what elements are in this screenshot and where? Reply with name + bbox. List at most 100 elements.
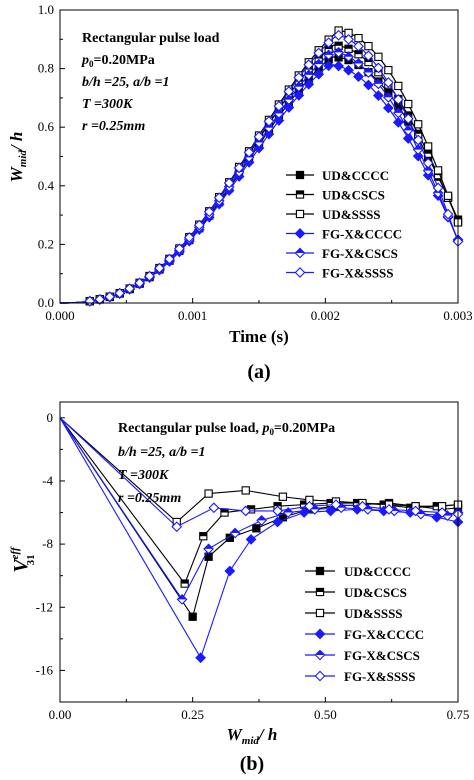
annotation-a-pressure: p0=0.20MPa [81, 53, 155, 69]
a-series-point [374, 52, 383, 61]
a-series-point [364, 41, 373, 51]
b-legend-label: FG-X&SSSS [344, 669, 416, 684]
a-series-point [442, 208, 454, 220]
a-series-point [404, 99, 413, 109]
a-series-point [323, 49, 335, 61]
a-series-point [412, 134, 424, 146]
annotation-b-temperature: T =300K [118, 468, 170, 483]
annotation-a-ratio: b/h =25, a/b =1 [82, 75, 170, 90]
b-xtick-label: 0.00 [49, 707, 72, 722]
b-legend-label: FG-X&CCCC [344, 627, 424, 642]
b-legend-marker-fill [316, 588, 324, 592]
b-series-point [383, 503, 395, 515]
b-series-point-fill [177, 594, 187, 600]
b-legend-marker [315, 608, 325, 618]
annotation-b-load: Rectangular pulse load, p0=0.20MPa [118, 421, 335, 437]
a-series-point-fill [403, 125, 413, 131]
a-series-point [293, 72, 305, 83]
a-legend-marker-fill [295, 248, 305, 253]
a-series-point-fill [343, 52, 354, 57]
a-legend-marker [295, 170, 305, 180]
b-legend-marker [314, 628, 326, 640]
b-series-point-fill [230, 528, 240, 534]
b-series-line [59, 417, 459, 523]
b-series-point [304, 500, 315, 512]
b-series-point-fill [181, 579, 189, 584]
a-series-point [233, 162, 245, 174]
annotation-b-ratio: b/h =25, a/b =1 [118, 445, 206, 460]
a-series-point [414, 120, 423, 129]
a-series-point [323, 60, 335, 72]
b-legend-marker [315, 566, 325, 576]
b-series-point-fill [257, 515, 267, 521]
a-series-point-fill [353, 58, 364, 64]
chart-a-ylabel: Wmid/ h [7, 132, 29, 183]
a-legend-label: FG-X&CSCS [322, 246, 398, 261]
a-legend-label: FG-X&CCCC [322, 227, 402, 242]
a-series-point [144, 270, 155, 282]
b-series-point [188, 612, 197, 621]
a-series-point [114, 287, 126, 299]
a-series-point [124, 283, 136, 294]
a-series-point [323, 37, 335, 48]
a-series-point [293, 89, 305, 101]
a-series-point [333, 29, 344, 41]
a-series-point-fill [344, 45, 353, 49]
chart-b-xlabel: Wmid/ h [227, 725, 278, 747]
a-series-point [363, 50, 374, 62]
a-legend-label: UD&CSCS [322, 188, 385, 203]
a-ytick-label: 0.6 [38, 119, 55, 134]
b-series-point-fill [273, 502, 282, 507]
chart-b-ylabel: Veff31 [9, 546, 37, 573]
chart-a-xlabel: Time (s) [229, 327, 289, 346]
a-series-point [104, 291, 116, 303]
a-series-point [154, 262, 165, 274]
a-series-point [432, 182, 444, 194]
a-series-point [303, 59, 315, 71]
a-legend-marker [294, 267, 306, 278]
chart-b-ticks: 0.00 0.25 0.50 0.75 0 -4 -8 -12 -16 [36, 410, 470, 722]
a-series-point [333, 46, 344, 58]
a-series-point [253, 131, 265, 143]
a-ytick-label: 1.0 [38, 2, 54, 17]
a-series-point [263, 115, 275, 127]
a-series-point [392, 94, 404, 105]
chart-b: 0.00 0.25 0.50 0.75 0 -4 -8 -12 -16 Rectangular … [9, 401, 470, 775]
b-series-point-fill [300, 501, 308, 505]
b-series-point [204, 489, 213, 498]
a-series-point [94, 293, 106, 305]
b-series-point [195, 652, 207, 664]
b-xtick-label: 0.25 [181, 707, 204, 722]
a-ytick-label: 0.2 [38, 236, 54, 251]
b-xtick-label: 0.75 [447, 707, 470, 722]
a-series-point [433, 166, 443, 175]
b-series-point [357, 500, 368, 512]
chart-b-series [59, 417, 464, 664]
a-series-point-fill [383, 92, 393, 98]
a-series-point [134, 277, 145, 289]
a-series-point [164, 253, 175, 265]
a-series-point [84, 295, 96, 307]
a-xtick-label: 0.001 [178, 308, 207, 323]
b-legend-label: FG-X&CSCS [344, 648, 420, 663]
a-series-point [313, 47, 325, 59]
a-series-point [283, 86, 295, 97]
b-legend-label: UD&CSCS [344, 585, 407, 600]
b-series-point [410, 505, 421, 517]
a-series-point [193, 219, 205, 231]
a-legend-label: FG-X&SSSS [322, 266, 394, 281]
chart-b-annotation: Rectangular pulse load, p0=0.20MPa b/h =… [118, 421, 335, 506]
a-series-point-fill [335, 42, 343, 46]
b-series-point-fill [283, 507, 293, 513]
a-series-point-fill [304, 70, 314, 75]
a-ytick-label: 0.4 [38, 178, 55, 193]
a-series-point [392, 116, 404, 128]
b-series-point [240, 505, 252, 517]
a-series-point-fill [363, 67, 374, 73]
a-xtick-label: 0.000 [45, 308, 74, 323]
a-legend-label: UD&SSSS [322, 207, 381, 222]
b-series-point-fill [353, 499, 361, 504]
b-series-point-fill [203, 544, 214, 549]
a-series-point [313, 68, 325, 80]
